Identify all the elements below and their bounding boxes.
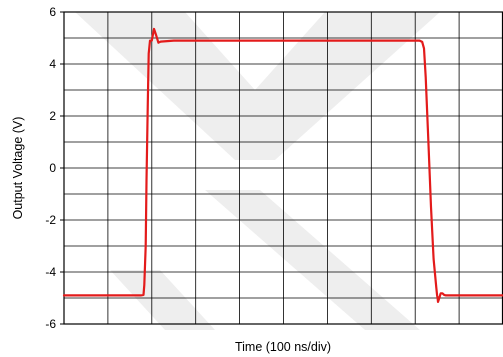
y-tick-label: -2 <box>45 213 56 227</box>
y-axis-label: Output Voltage (V) <box>11 117 25 220</box>
watermark <box>75 12 440 330</box>
watermark-diagonal-stroke-small <box>110 270 215 330</box>
y-tick-label: -4 <box>45 265 56 279</box>
y-tick-label: 0 <box>49 161 56 175</box>
watermark-diagonal-stroke <box>205 190 420 330</box>
y-tick-label: -6 <box>45 317 56 331</box>
x-axis-label: Time (100 ns/div) <box>235 340 331 354</box>
series-line-0 <box>62 27 503 303</box>
y-tick-labels: -6 -4 -2 0 2 4 6 <box>45 5 64 331</box>
y-tick-label: 6 <box>49 5 56 19</box>
series-group <box>62 27 503 303</box>
y-tick-label: 4 <box>49 57 56 71</box>
y-tick-label: 2 <box>49 109 56 123</box>
watermark-v-shape <box>75 12 440 160</box>
